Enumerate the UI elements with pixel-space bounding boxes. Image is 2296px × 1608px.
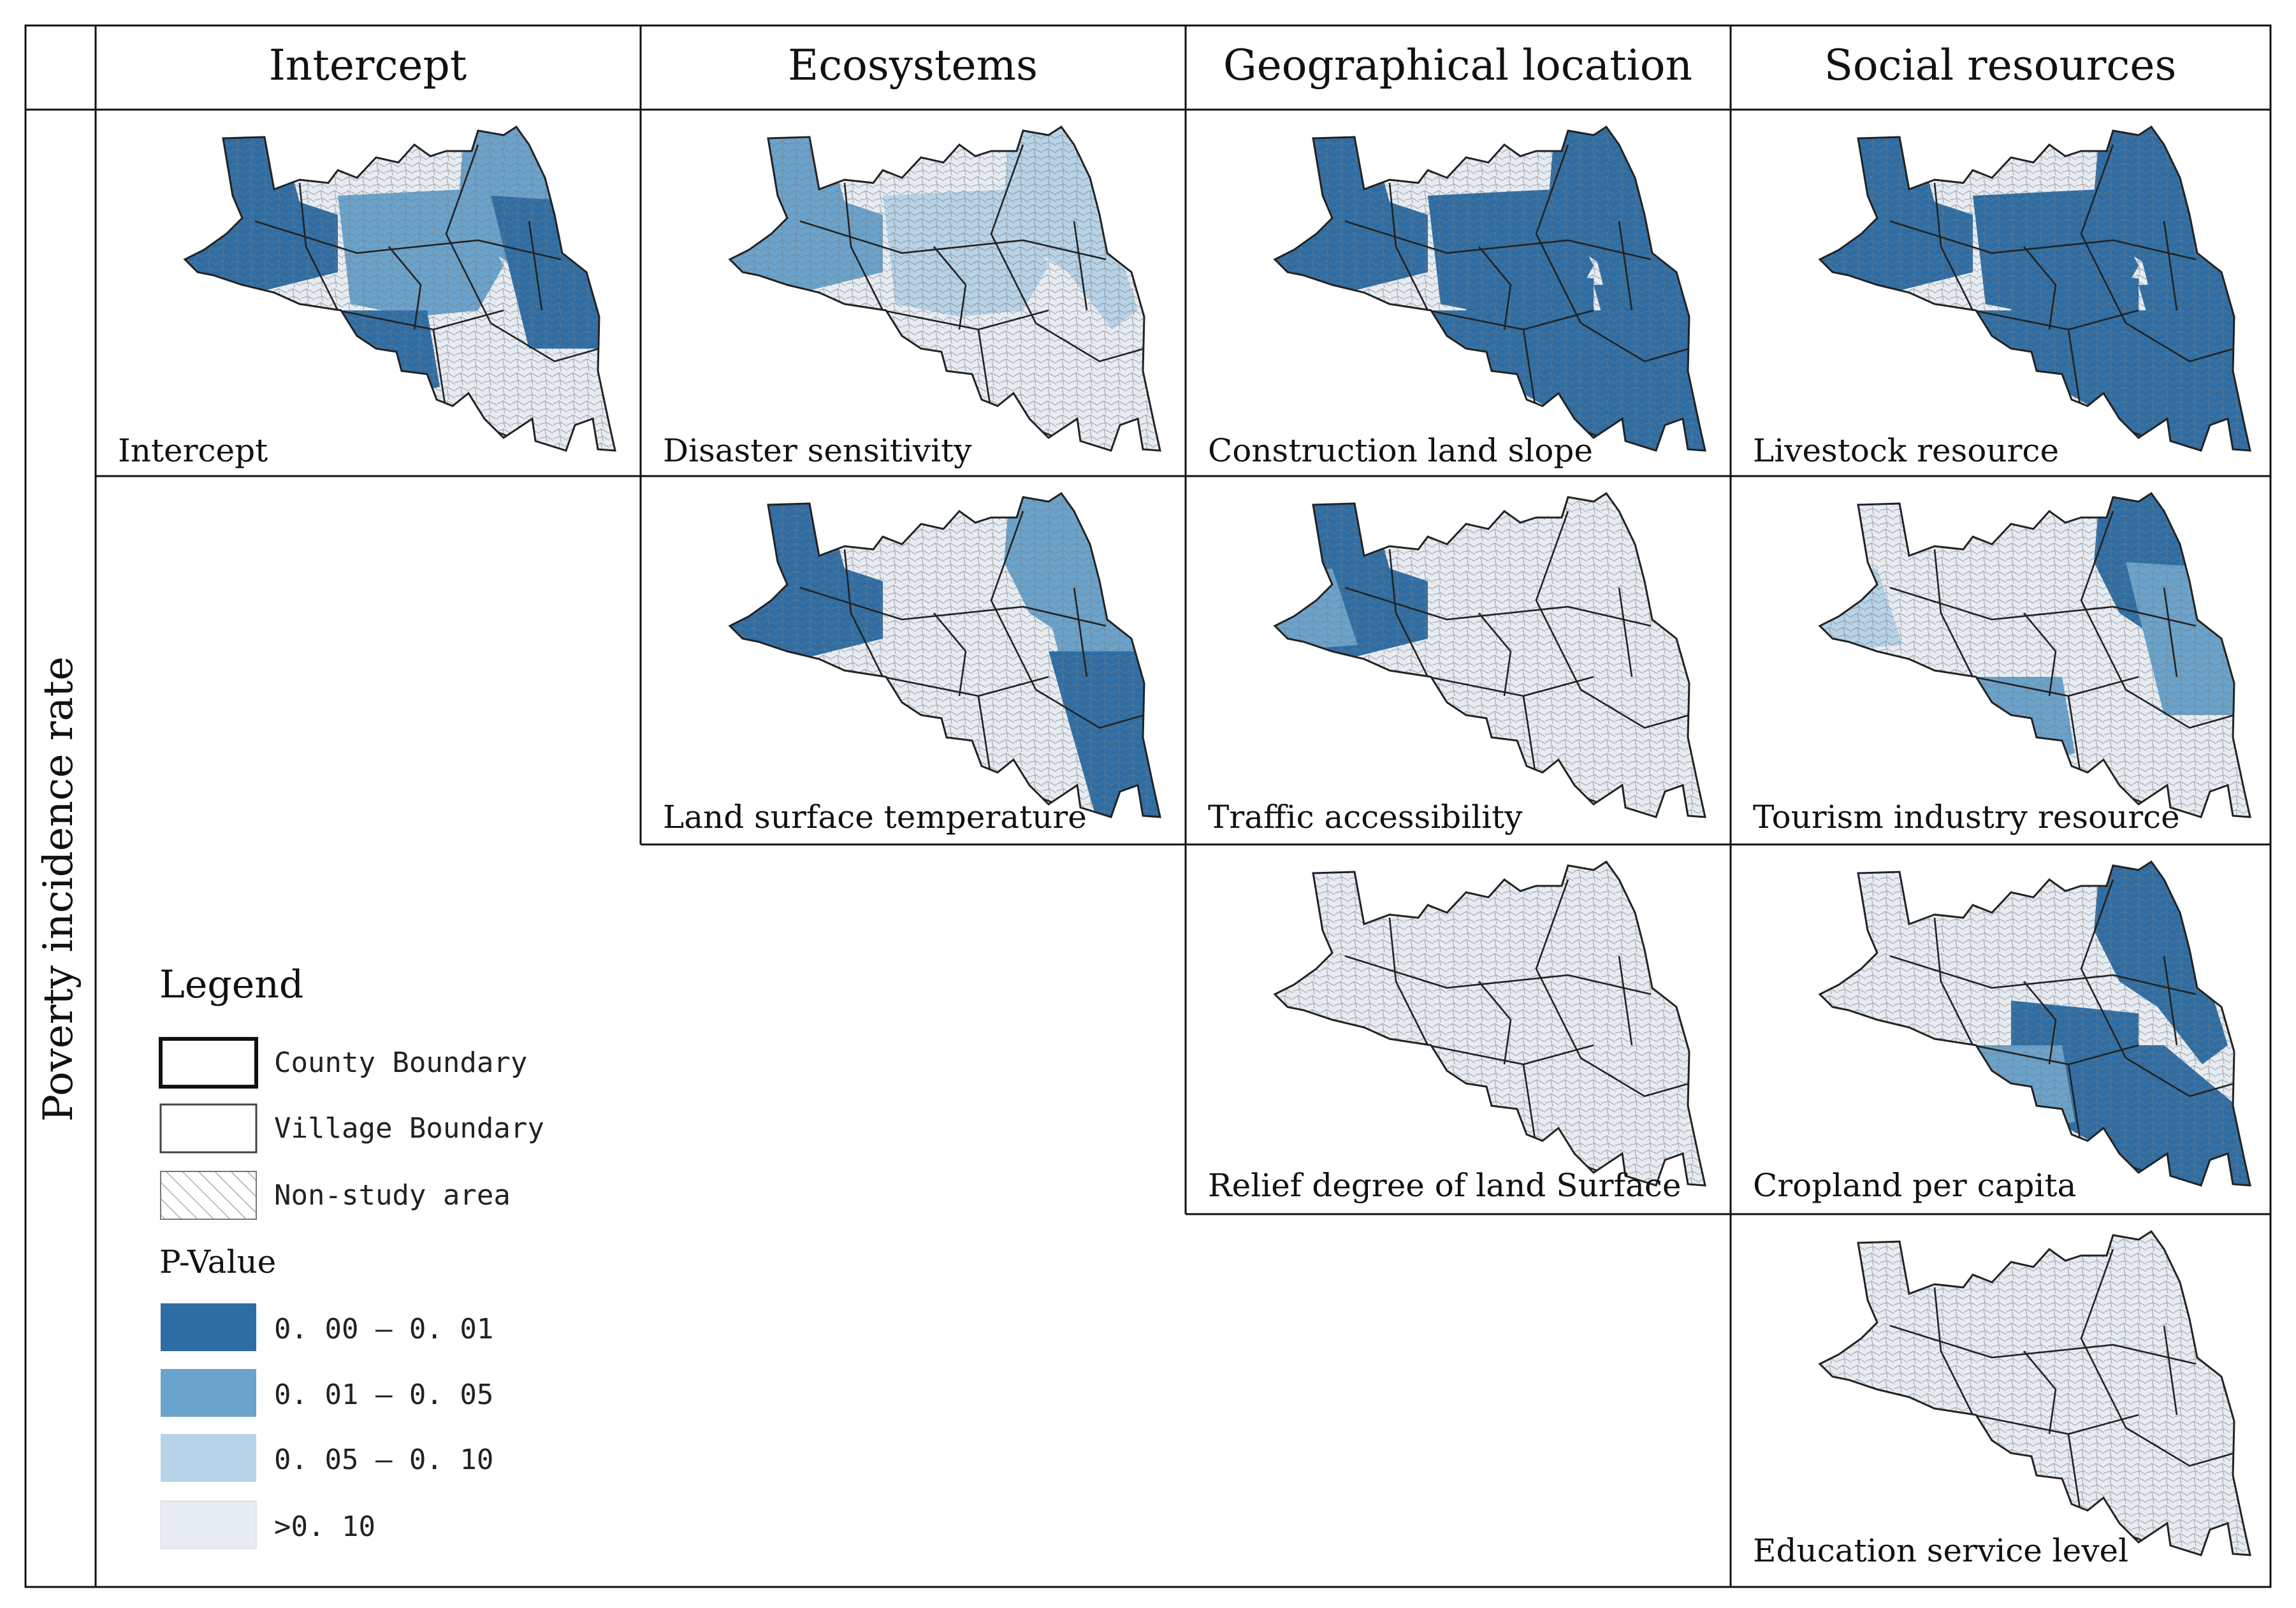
study-area-outline	[728, 491, 1161, 818]
study-area-outline	[1273, 860, 1706, 1187]
study-area-outline	[1818, 1229, 2251, 1556]
legend-non-study-area: Non-study area	[274, 1179, 511, 1212]
class-label-4: >0. 10	[274, 1510, 375, 1543]
county-boundaries	[1889, 879, 2235, 1180]
col-header-social-resources: Social resources	[1824, 41, 2177, 90]
non-study-area-swatch	[160, 1171, 257, 1220]
col-header-ecosystems: Ecosystems	[788, 41, 1038, 90]
study-area-outline	[728, 125, 1161, 452]
study-area-outline	[1273, 125, 1706, 452]
panel-caption-slope: Construction land slope	[1208, 432, 1593, 469]
table-grid	[24, 24, 2272, 1588]
panel-caption-cropland: Cropland per capita	[1753, 1167, 2076, 1204]
class-swatch-3	[161, 1434, 256, 1482]
class-swatch-4	[160, 1500, 257, 1549]
panel-caption-traffic: Traffic accessibility	[1208, 799, 1523, 836]
panel-caption-livestock: Livestock resource	[1753, 432, 2059, 469]
panel-caption-education: Education service level	[1753, 1532, 2128, 1569]
panel-caption-relief: Relief degree of land Surface	[1208, 1167, 1681, 1204]
map-panel-education	[1818, 1229, 2251, 1556]
panel-caption-disaster: Disaster sensitivity	[663, 432, 972, 469]
study-area-outline	[1818, 125, 2251, 452]
panel-caption-intercept: Intercept	[118, 432, 268, 469]
legend-title: Legend	[159, 962, 303, 1007]
col-header-intercept: Intercept	[269, 41, 467, 90]
col-header-geographical-location: Geographical location	[1223, 41, 1692, 90]
panel-caption-lst: Land surface temperature	[663, 799, 1087, 836]
legend-county-boundary: County Boundary	[274, 1047, 527, 1079]
village-boundary-swatch	[159, 1103, 258, 1154]
column-headers: Intercept Ecosystems Geographical locati…	[269, 41, 2177, 90]
pvalue-title: P-Value	[159, 1243, 276, 1280]
legend-village-boundary: Village Boundary	[274, 1112, 544, 1145]
legend: Legend County Boundary Village Boundary …	[159, 962, 544, 1549]
county-boundary-swatch	[159, 1037, 258, 1089]
panel-caption-tourism: Tourism industry resource	[1753, 799, 2180, 836]
study-area-outline	[183, 125, 616, 452]
row-label: Poverty incidence rate	[35, 656, 82, 1122]
class-label-3: 0. 05 — 0. 10	[274, 1444, 493, 1476]
class-label-1: 0. 00 — 0. 01	[274, 1313, 493, 1345]
class-swatch-2	[161, 1369, 256, 1417]
study-area-outline	[1818, 491, 2251, 818]
class-label-2: 0. 01 — 0. 05	[274, 1379, 493, 1411]
class-swatch-1	[161, 1303, 256, 1351]
study-area-outline	[1818, 860, 2251, 1187]
study-area-outline	[1273, 491, 1706, 818]
county-boundaries	[1889, 1249, 2235, 1550]
